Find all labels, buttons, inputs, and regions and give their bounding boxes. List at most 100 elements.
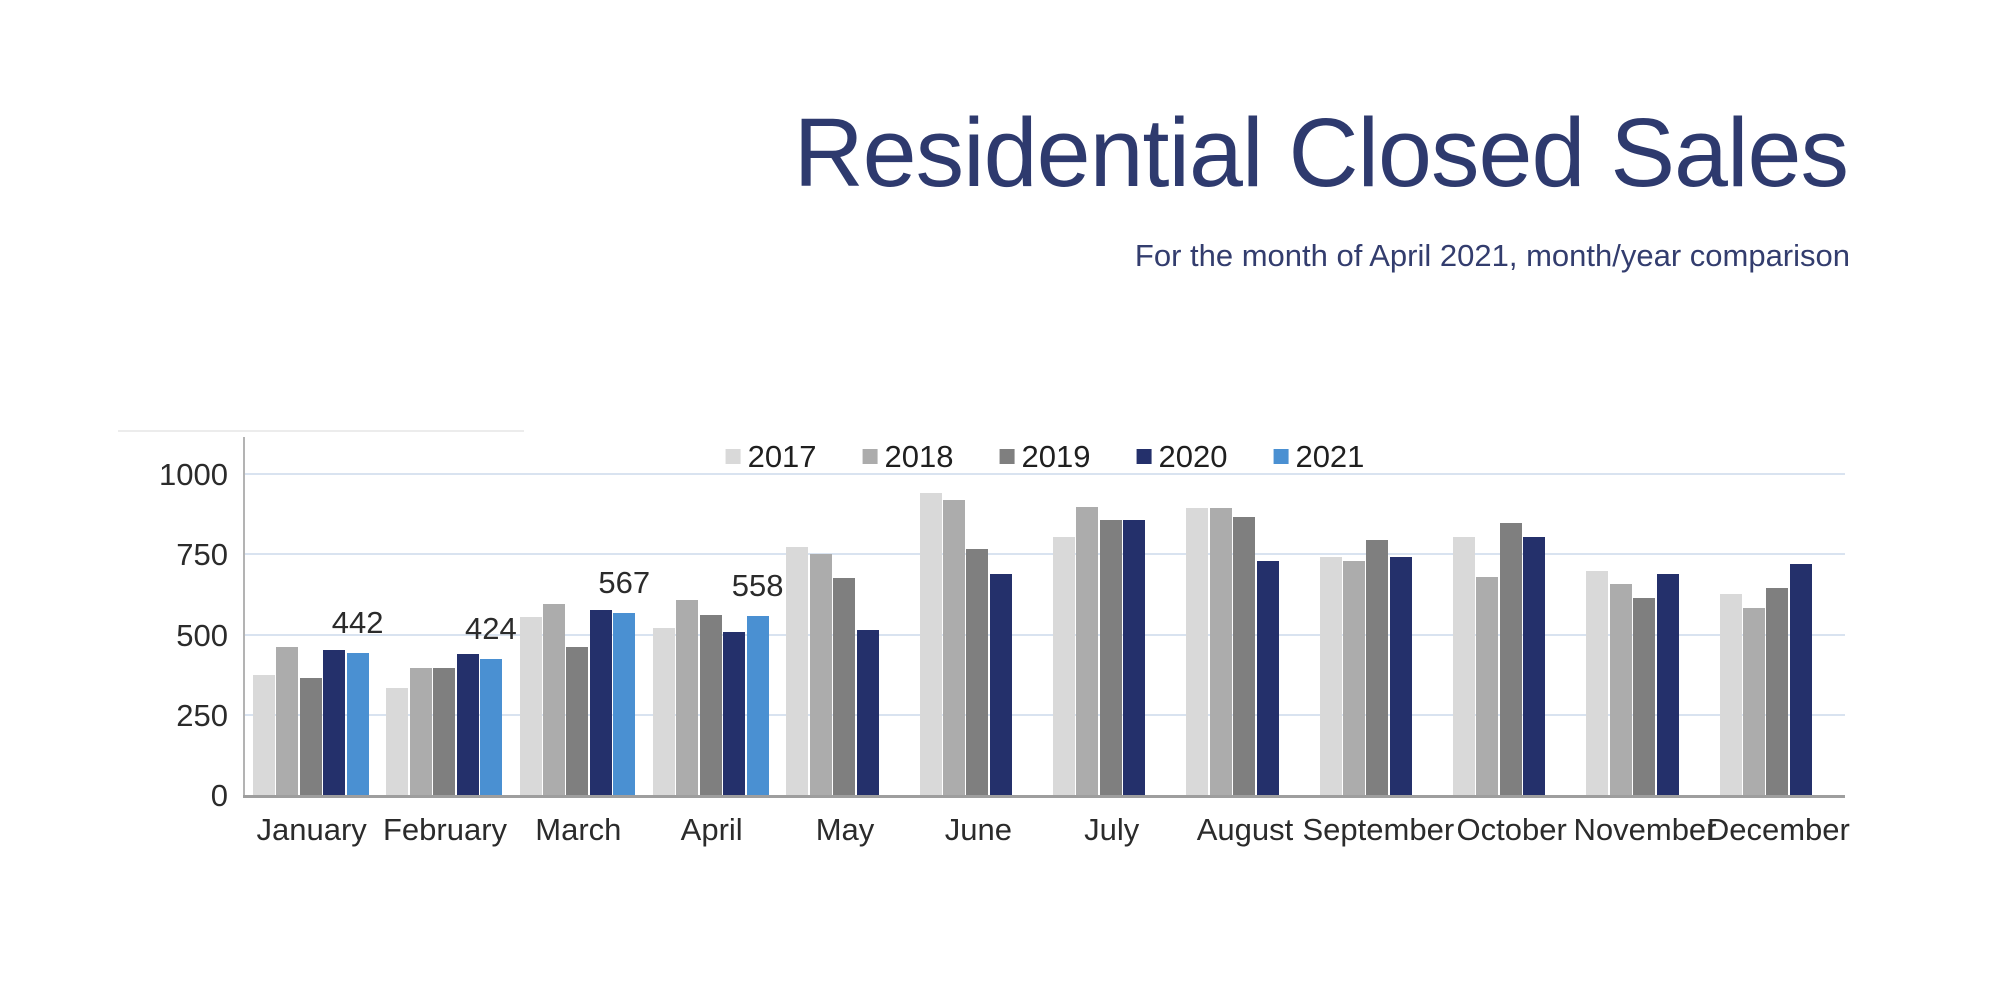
bar-2021-February: [479, 658, 502, 795]
bar-2019-May: [833, 577, 856, 795]
bar-2019-February: [433, 667, 456, 795]
gridline-250: [245, 713, 1845, 716]
bar-2020-July: [1123, 519, 1146, 795]
y-tick-label-1000: 1000: [159, 457, 228, 492]
legend-label-2018: 2018: [884, 439, 954, 474]
bar-2018-June: [943, 500, 966, 795]
x-tick-label-february: February: [382, 812, 508, 847]
bar-2018-September: [1343, 560, 1366, 795]
bar-2018-November: [1609, 584, 1632, 795]
legend-swatch-2018: [862, 449, 878, 464]
bar-2021-January: [346, 653, 369, 795]
bar-2017-October: [1453, 536, 1475, 795]
y-tick-label-0: 0: [210, 778, 228, 813]
bar-2017-November: [1586, 571, 1609, 795]
legend-label-2017: 2017: [747, 439, 817, 474]
bar-2021-March: [613, 612, 636, 795]
bar-2021-April: [746, 615, 769, 795]
bar-2018-October: [1476, 577, 1499, 795]
bar-2017-August: [1186, 507, 1209, 795]
legend-label-2019: 2019: [1021, 439, 1091, 474]
legend-swatch-2017: [725, 449, 741, 464]
bar-2020-August: [1256, 560, 1279, 795]
bar-2020-September: [1389, 557, 1412, 795]
bar-2020-November: [1656, 573, 1679, 795]
bar-2017-June: [919, 493, 942, 795]
bar-2019-June: [966, 549, 989, 795]
x-tick-label-march: March: [535, 812, 622, 847]
legend-item-2020: 2020: [1136, 441, 1227, 472]
x-tick-label-april: April: [680, 812, 743, 847]
legend-label-2020: 2020: [1158, 439, 1228, 474]
bar-2017-December: [1719, 593, 1742, 795]
x-tick-label-may: May: [815, 812, 875, 847]
data-label-2021-February: 424: [465, 610, 517, 646]
gridline-750: [245, 553, 1845, 556]
y-tick-label-500: 500: [176, 617, 228, 653]
y-tick-label-750: 750: [176, 537, 228, 573]
faint-box-edge: [118, 430, 524, 432]
page-title: Residential Closed Sales: [793, 98, 1849, 207]
data-label-2021-January: 442: [331, 605, 384, 641]
bar-2019-July: [1099, 520, 1122, 795]
bar-2020-March: [589, 610, 612, 795]
bar-2018-April: [676, 600, 699, 795]
legend-item-2021: 2021: [1273, 441, 1364, 472]
y-tick-label-250: 250: [176, 697, 228, 733]
legend-swatch-2020: [1136, 449, 1152, 464]
legend-item-2018: 2018: [862, 439, 954, 474]
bar-2019-August: [1233, 517, 1256, 795]
x-tick-label-january: January: [256, 812, 367, 847]
bar-2020-January: [323, 649, 346, 795]
gridline-500: [245, 633, 1845, 636]
bar-2017-April: [653, 627, 675, 795]
page-subtitle: For the month of April 2021, month/year …: [1134, 238, 1850, 273]
bar-2019-April: [699, 614, 722, 795]
x-tick-label-november: November: [1573, 812, 1717, 847]
bar-2017-July: [1053, 536, 1075, 795]
bar-2018-May: [809, 553, 832, 795]
bar-2019-January: [299, 677, 322, 795]
bar-2017-May: [786, 547, 809, 795]
x-tick-label-september: September: [1302, 812, 1455, 847]
bar-2018-July: [1076, 507, 1099, 795]
x-tick-label-june: June: [944, 812, 1012, 847]
legend-item-2019: 2019: [999, 439, 1091, 474]
bar-2017-September: [1319, 557, 1342, 795]
bar-2019-December: [1766, 587, 1789, 795]
legend-swatch-2019: [999, 449, 1015, 464]
x-tick-label-october: October: [1456, 812, 1567, 847]
bar-2017-January: [253, 674, 275, 795]
data-label-2021-March: 567: [598, 564, 651, 600]
legend-swatch-2021: [1273, 449, 1289, 464]
bar-2020-May: [856, 630, 879, 795]
bar-2018-January: [276, 647, 299, 795]
chart-legend: 2017 2018 2019 2020 2021: [725, 439, 1364, 474]
bar-2020-February: [456, 653, 479, 795]
bar-2018-December: [1743, 607, 1766, 795]
bar-2017-March: [519, 617, 542, 795]
x-tick-label-august: August: [1196, 812, 1294, 847]
bar-2019-September: [1366, 540, 1389, 795]
data-label-2021-April: 558: [731, 567, 784, 603]
bar-2017-February: [386, 688, 409, 795]
bar-2019-November: [1633, 597, 1656, 795]
legend-item-2017: 2017: [725, 439, 817, 474]
bar-2018-August: [1209, 507, 1232, 795]
x-tick-label-december: December: [1706, 812, 1850, 847]
bar-2020-June: [989, 573, 1012, 795]
bar-2019-October: [1499, 523, 1522, 795]
bar-2020-April: [723, 631, 746, 795]
bar-2019-March: [566, 647, 589, 795]
y-axis-line: [243, 437, 245, 798]
x-axis-baseline: [243, 795, 1845, 798]
gridline-1000: [245, 473, 1845, 475]
bar-2020-October: [1523, 537, 1546, 795]
bar-2020-December: [1789, 563, 1812, 795]
legend-label-2021: 2021: [1295, 439, 1365, 474]
bar-2018-February: [409, 667, 432, 795]
x-tick-label-july: July: [1084, 812, 1140, 847]
bar-2018-March: [543, 603, 566, 795]
